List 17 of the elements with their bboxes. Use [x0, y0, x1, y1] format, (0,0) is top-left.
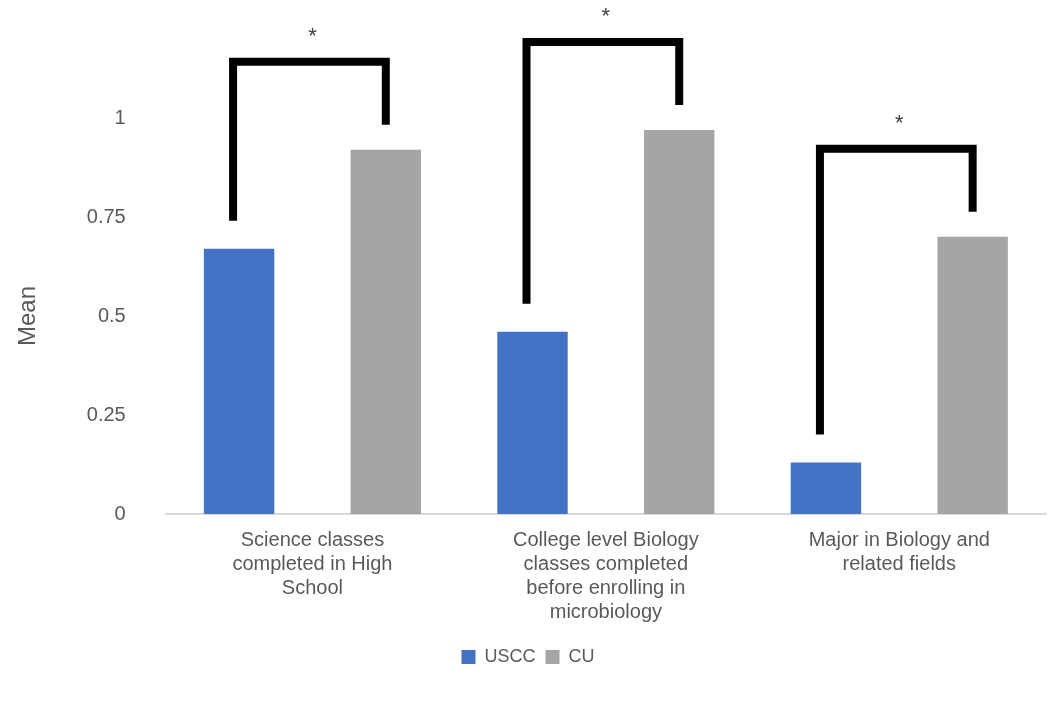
- y-tick-label: 0.25: [86, 402, 126, 425]
- x-tick-label: College level Biology classes completed before enrolling in microbiology: [513, 527, 699, 622]
- annotation: *: [895, 109, 905, 135]
- bar: [203, 248, 275, 514]
- bar: [790, 462, 862, 514]
- text: *: [601, 2, 611, 28]
- y-tick-label: 1: [114, 105, 126, 128]
- y-tick-label: 0.5: [97, 303, 126, 326]
- text: *: [308, 22, 318, 48]
- y-axis-title: Mean: [13, 285, 41, 347]
- y-tick-label: 0.75: [86, 204, 126, 227]
- x-tick-label: Major in Biology and related fields: [808, 527, 990, 574]
- legend-label: USCC: [484, 645, 536, 666]
- y-tick-label: 0: [114, 501, 126, 524]
- bar: [497, 331, 568, 514]
- legend-label: CU: [568, 645, 595, 666]
- x-tick-label: Science classes completed in High School: [232, 527, 393, 598]
